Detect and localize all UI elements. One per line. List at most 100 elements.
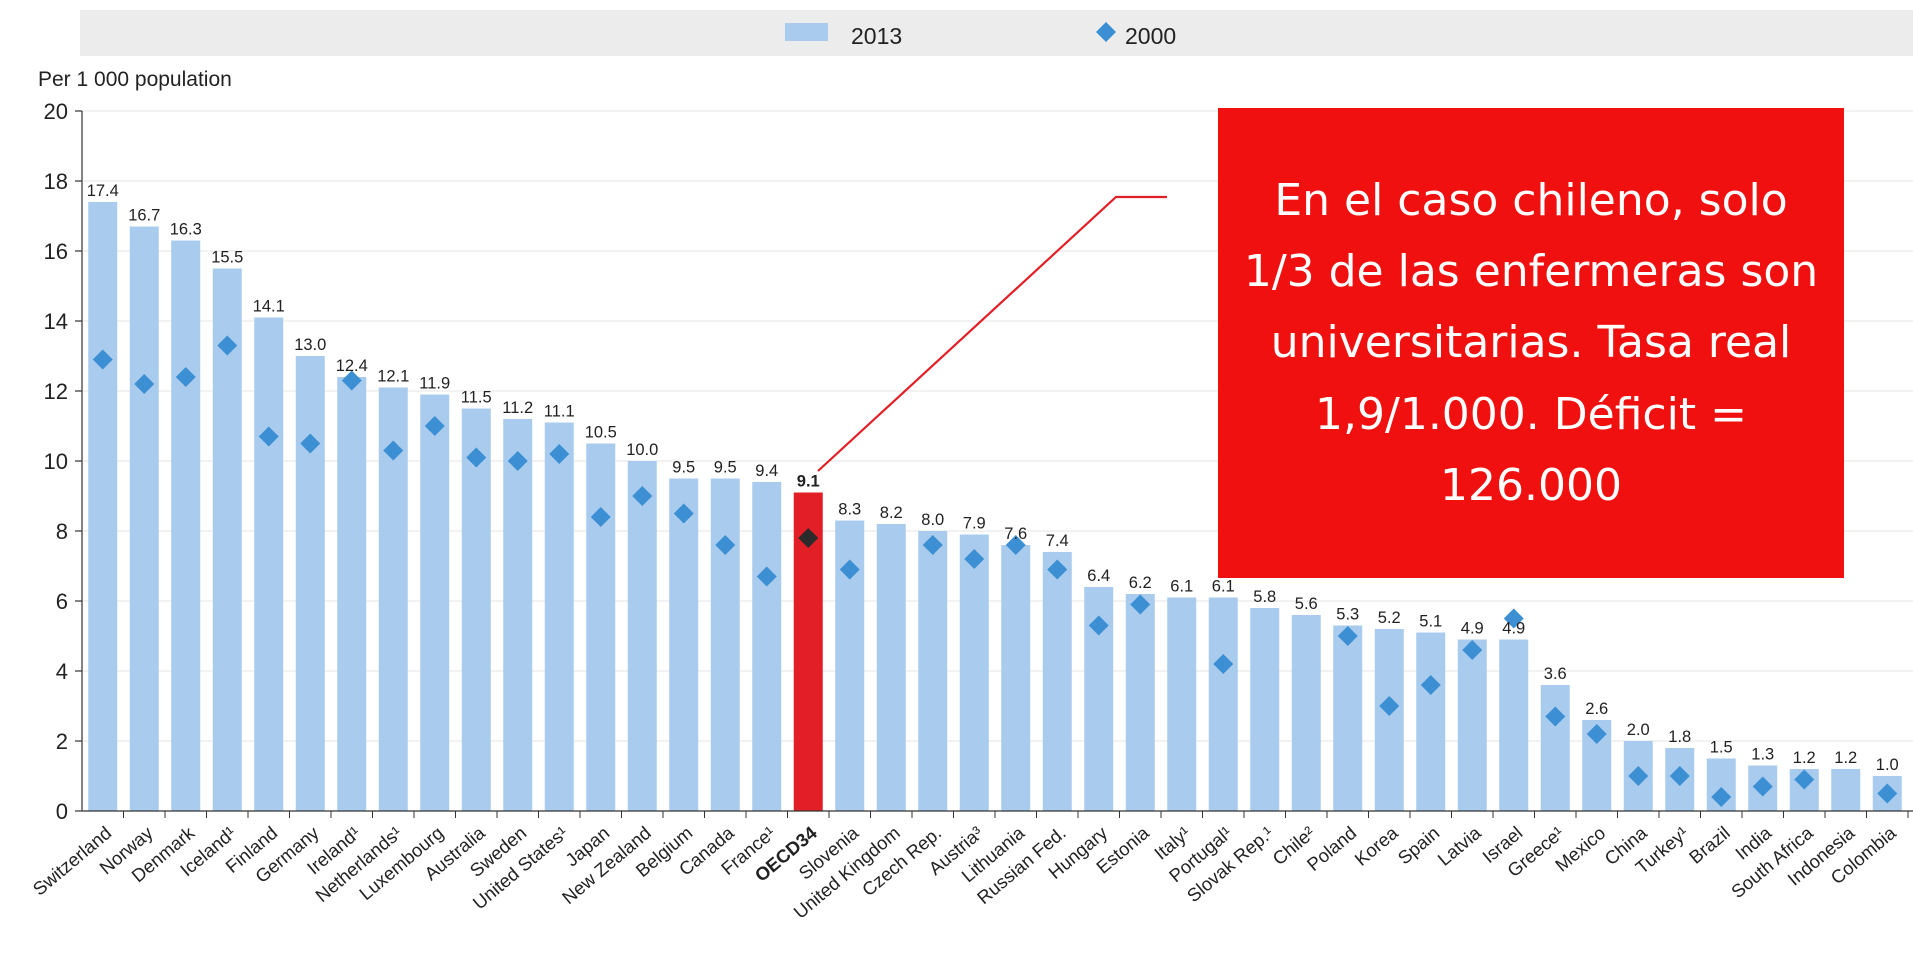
markers-2000	[92, 335, 1898, 807]
callout-pointer-line	[817, 195, 1167, 472]
data-label: 10.5	[585, 424, 617, 442]
data-label: 5.3	[1336, 606, 1359, 624]
bar-2013	[669, 478, 699, 811]
marker-2000	[1213, 654, 1234, 674]
bar-2013	[544, 422, 574, 811]
bar-2013	[1457, 639, 1487, 811]
bar-2013	[1499, 639, 1529, 811]
data-label: 2.6	[1585, 700, 1608, 718]
bar-2013	[212, 268, 242, 811]
y-tick-label: 10	[44, 449, 68, 474]
data-label: 11.1	[544, 403, 575, 421]
marker-2000	[300, 433, 321, 454]
marker-2000	[1420, 675, 1441, 695]
marker-2000	[217, 335, 238, 356]
bar-2013	[1042, 552, 1072, 811]
data-label: 9.5	[672, 459, 695, 477]
data-label: 7.6	[1004, 525, 1027, 543]
bar-2013	[1250, 608, 1280, 811]
data-label: 3.6	[1544, 665, 1567, 683]
data-label: 8.2	[880, 504, 903, 522]
marker-2000	[964, 549, 985, 569]
bar-2013	[959, 534, 989, 811]
marker-2000	[258, 426, 279, 447]
data-label: 12.4	[336, 357, 368, 375]
marker-2000	[1379, 696, 1400, 716]
marker-2000	[134, 374, 155, 394]
data-label: 11.9	[419, 375, 450, 393]
marker-2000	[1088, 615, 1109, 636]
marker-2000	[1005, 535, 1026, 555]
marker-2000	[1545, 706, 1566, 727]
marker-2000	[839, 559, 860, 580]
marker-2000	[1877, 783, 1898, 804]
data-label: 16.3	[170, 221, 202, 239]
y-tick-label: 8	[56, 519, 68, 544]
data-label: 8.3	[838, 501, 861, 519]
data-label: 5.1	[1419, 613, 1442, 631]
marker-2000	[798, 528, 819, 548]
data-label: 7.9	[963, 515, 986, 533]
x-tick-label: Spain	[1394, 822, 1444, 869]
y-axis-unit-label: Per 1 000 population	[38, 68, 232, 91]
legend-background	[80, 10, 1913, 56]
bar-2013	[586, 443, 616, 811]
x-axis: SwitzerlandNorwayDenmarkIceland¹FinlandG…	[29, 810, 1913, 923]
bar-2013	[1001, 545, 1031, 811]
bar-2013	[1167, 597, 1197, 811]
marker-2000	[1462, 640, 1483, 660]
y-tick-label: 2	[56, 729, 68, 754]
data-label: 1.5	[1710, 739, 1733, 757]
bar-2013	[1208, 597, 1238, 811]
data-label: 16.7	[128, 207, 160, 225]
data-label: 4.9	[1461, 620, 1484, 638]
data-label: 1.3	[1751, 746, 1774, 764]
data-label: 9.4	[755, 462, 778, 480]
marker-2000	[1794, 769, 1815, 790]
bar-2013	[461, 408, 491, 811]
data-label: 8.0	[921, 511, 944, 529]
marker-2000	[466, 447, 487, 468]
data-label: 15.5	[211, 249, 243, 267]
data-label: 10.0	[626, 441, 658, 459]
bar-2013	[171, 240, 201, 811]
bar-2013	[1333, 625, 1363, 811]
y-tick-label: 4	[56, 659, 68, 684]
marker-2000	[424, 416, 445, 436]
marker-2000	[1669, 766, 1690, 786]
data-label: 1.2	[1834, 749, 1857, 767]
data-label: 7.4	[1046, 532, 1069, 550]
data-label: 12.1	[377, 368, 409, 386]
bar-2013	[1416, 632, 1446, 811]
bar-2013	[1831, 769, 1861, 811]
y-tick-label: 16	[44, 239, 68, 264]
bar-2013	[752, 482, 782, 811]
marker-2000	[1337, 626, 1358, 646]
data-label: 5.6	[1295, 595, 1318, 613]
data-label: 13.0	[294, 336, 326, 354]
marker-2000	[341, 370, 362, 391]
bar-2013	[503, 419, 533, 811]
y-tick-label: 0	[56, 799, 68, 824]
bar-2013	[1540, 685, 1570, 811]
marker-2000	[175, 367, 196, 387]
bar-2013	[337, 377, 367, 811]
data-label: 1.0	[1876, 756, 1899, 774]
marker-2000	[507, 451, 528, 471]
marker-2000	[1047, 559, 1068, 580]
legend-label-2000: 2000	[1125, 23, 1176, 49]
marker-2000	[1130, 594, 1151, 615]
marker-2000	[756, 566, 777, 587]
bar-2013	[710, 478, 740, 811]
marker-2000	[590, 507, 611, 527]
marker-2000	[92, 349, 113, 370]
bar-2013	[88, 202, 118, 811]
x-tick-label: Korea	[1350, 822, 1402, 870]
y-tick-label: 20	[44, 99, 68, 124]
data-label: 6.1	[1212, 578, 1235, 596]
x-tick-label: Brazil	[1685, 822, 1734, 868]
marker-2000	[383, 440, 404, 461]
marker-2000	[673, 503, 694, 524]
data-label: 9.5	[714, 459, 737, 477]
y-tick-label: 12	[44, 379, 68, 404]
